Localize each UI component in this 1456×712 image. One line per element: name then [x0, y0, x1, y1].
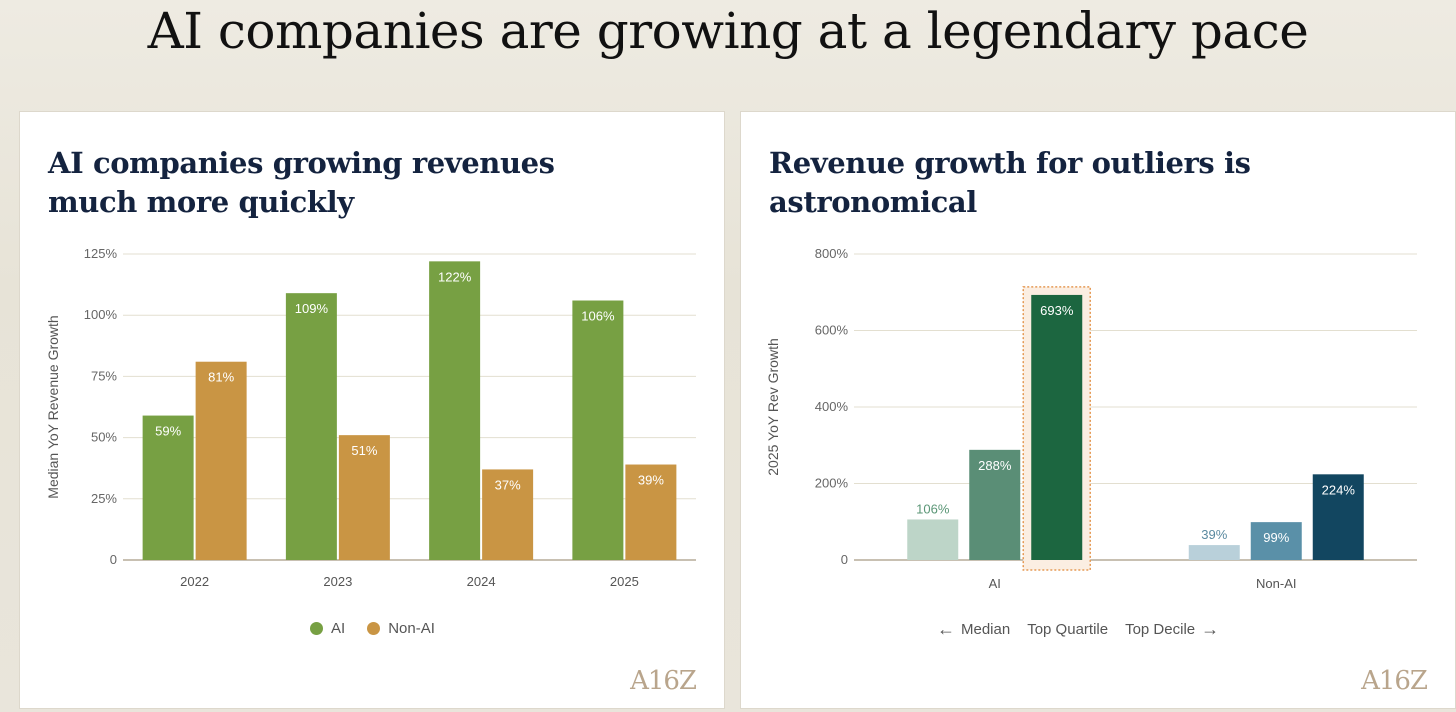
- y-tick-label: 0: [841, 552, 848, 567]
- x-tick-label: 2023: [323, 574, 352, 589]
- bar-value-label: 81%: [208, 370, 234, 385]
- bar-top-quartile: [1250, 522, 1302, 560]
- bar-value-label: 37%: [495, 477, 521, 492]
- right-legend: ← Median Top Quartile Top Decile →: [937, 619, 1219, 640]
- legend-item-non-ai: Non-AI: [367, 620, 435, 637]
- left-legend: AI Non-AI: [310, 620, 457, 637]
- bar-non-ai: [195, 361, 247, 560]
- right-bar-chart: 0 200% 400% 600% 800% 2025 YoY Rev Growth 106%…: [765, 246, 1417, 591]
- bar-value-label: 224%: [1322, 482, 1356, 497]
- bar-value-label: 39%: [1201, 527, 1227, 542]
- bar-value-label: 39%: [638, 473, 664, 488]
- bar-median: [907, 519, 959, 560]
- x-tick-label: 2022: [180, 574, 209, 589]
- y-tick-label: 100%: [84, 307, 118, 322]
- legend-label-top-quartile: Top Quartile: [1027, 621, 1109, 638]
- arrow-left-icon: ←: [937, 619, 955, 639]
- legend-label-median: Median: [961, 621, 1011, 638]
- bar-value-label: 288%: [978, 458, 1012, 473]
- bar-ai: [285, 293, 337, 560]
- a16z-logo: A16Z: [1361, 666, 1428, 696]
- bar-value-label: 51%: [351, 443, 377, 458]
- bar-value-label: 693%: [1040, 303, 1074, 318]
- legend-label-top-decile: Top Decile: [1125, 621, 1196, 638]
- y-tick-label: 200%: [815, 476, 849, 491]
- x-tick-label: AI: [989, 576, 1001, 591]
- bar-value-label: 109%: [295, 301, 329, 316]
- a16z-logo: A16Z: [630, 666, 697, 696]
- y-axis-label: Median YoY Revenue Growth: [45, 315, 61, 498]
- y-tick-label: 600%: [815, 323, 849, 338]
- bar-non-ai: [338, 435, 390, 560]
- y-tick-label: 400%: [815, 399, 849, 414]
- legend-swatch-non-ai: [367, 622, 381, 635]
- bar-ai: [429, 261, 481, 560]
- x-tick-label: Non-AI: [1256, 576, 1296, 591]
- bar-top-decile: [1031, 294, 1083, 560]
- y-tick-label: 75%: [91, 368, 117, 383]
- x-tick-label: 2025: [610, 574, 639, 589]
- bar-median: [1188, 545, 1240, 560]
- y-axis-label: 2025 YoY Rev Growth: [765, 338, 781, 476]
- right-chart-title: Revenue growth for outliers is astronomi…: [769, 146, 1251, 219]
- bar-ai: [142, 415, 194, 560]
- left-chart-panel: AI companies growing revenues much more …: [19, 111, 725, 709]
- x-tick-label: 2024: [467, 574, 496, 589]
- legend-item-ai: AI: [310, 620, 345, 637]
- arrow-right-icon: →: [1201, 619, 1220, 639]
- right-chart-panel: Revenue growth for outliers is astronomi…: [740, 111, 1456, 709]
- y-tick-label: 800%: [815, 246, 849, 261]
- bar-value-label: 122%: [438, 269, 472, 284]
- bar-top-decile: [1312, 474, 1364, 560]
- left-bar-chart: 0 25% 50% 75% 100% 125% Median YoY Revenue Gro…: [45, 246, 696, 589]
- bar-non-ai: [482, 469, 534, 560]
- page-title: AI companies are growing at a legendary …: [147, 2, 1309, 60]
- bar-non-ai: [625, 464, 677, 560]
- bar-ai: [572, 300, 624, 560]
- bar-value-label: 59%: [155, 424, 181, 439]
- y-tick-label: 125%: [84, 246, 118, 261]
- bar-value-label: 99%: [1263, 530, 1289, 545]
- legend-label-non-ai: Non-AI: [388, 620, 435, 637]
- left-chart-title: AI companies growing revenues much more …: [48, 146, 555, 219]
- bar-top-quartile: [969, 449, 1021, 560]
- legend-label-ai: AI: [331, 620, 346, 637]
- bar-value-label: 106%: [581, 309, 615, 324]
- y-tick-label: 25%: [91, 491, 117, 506]
- legend-swatch-ai: [310, 622, 323, 635]
- y-tick-label: 50%: [91, 430, 117, 445]
- y-tick-label: 0: [110, 552, 117, 567]
- bar-value-label: 106%: [916, 501, 950, 516]
